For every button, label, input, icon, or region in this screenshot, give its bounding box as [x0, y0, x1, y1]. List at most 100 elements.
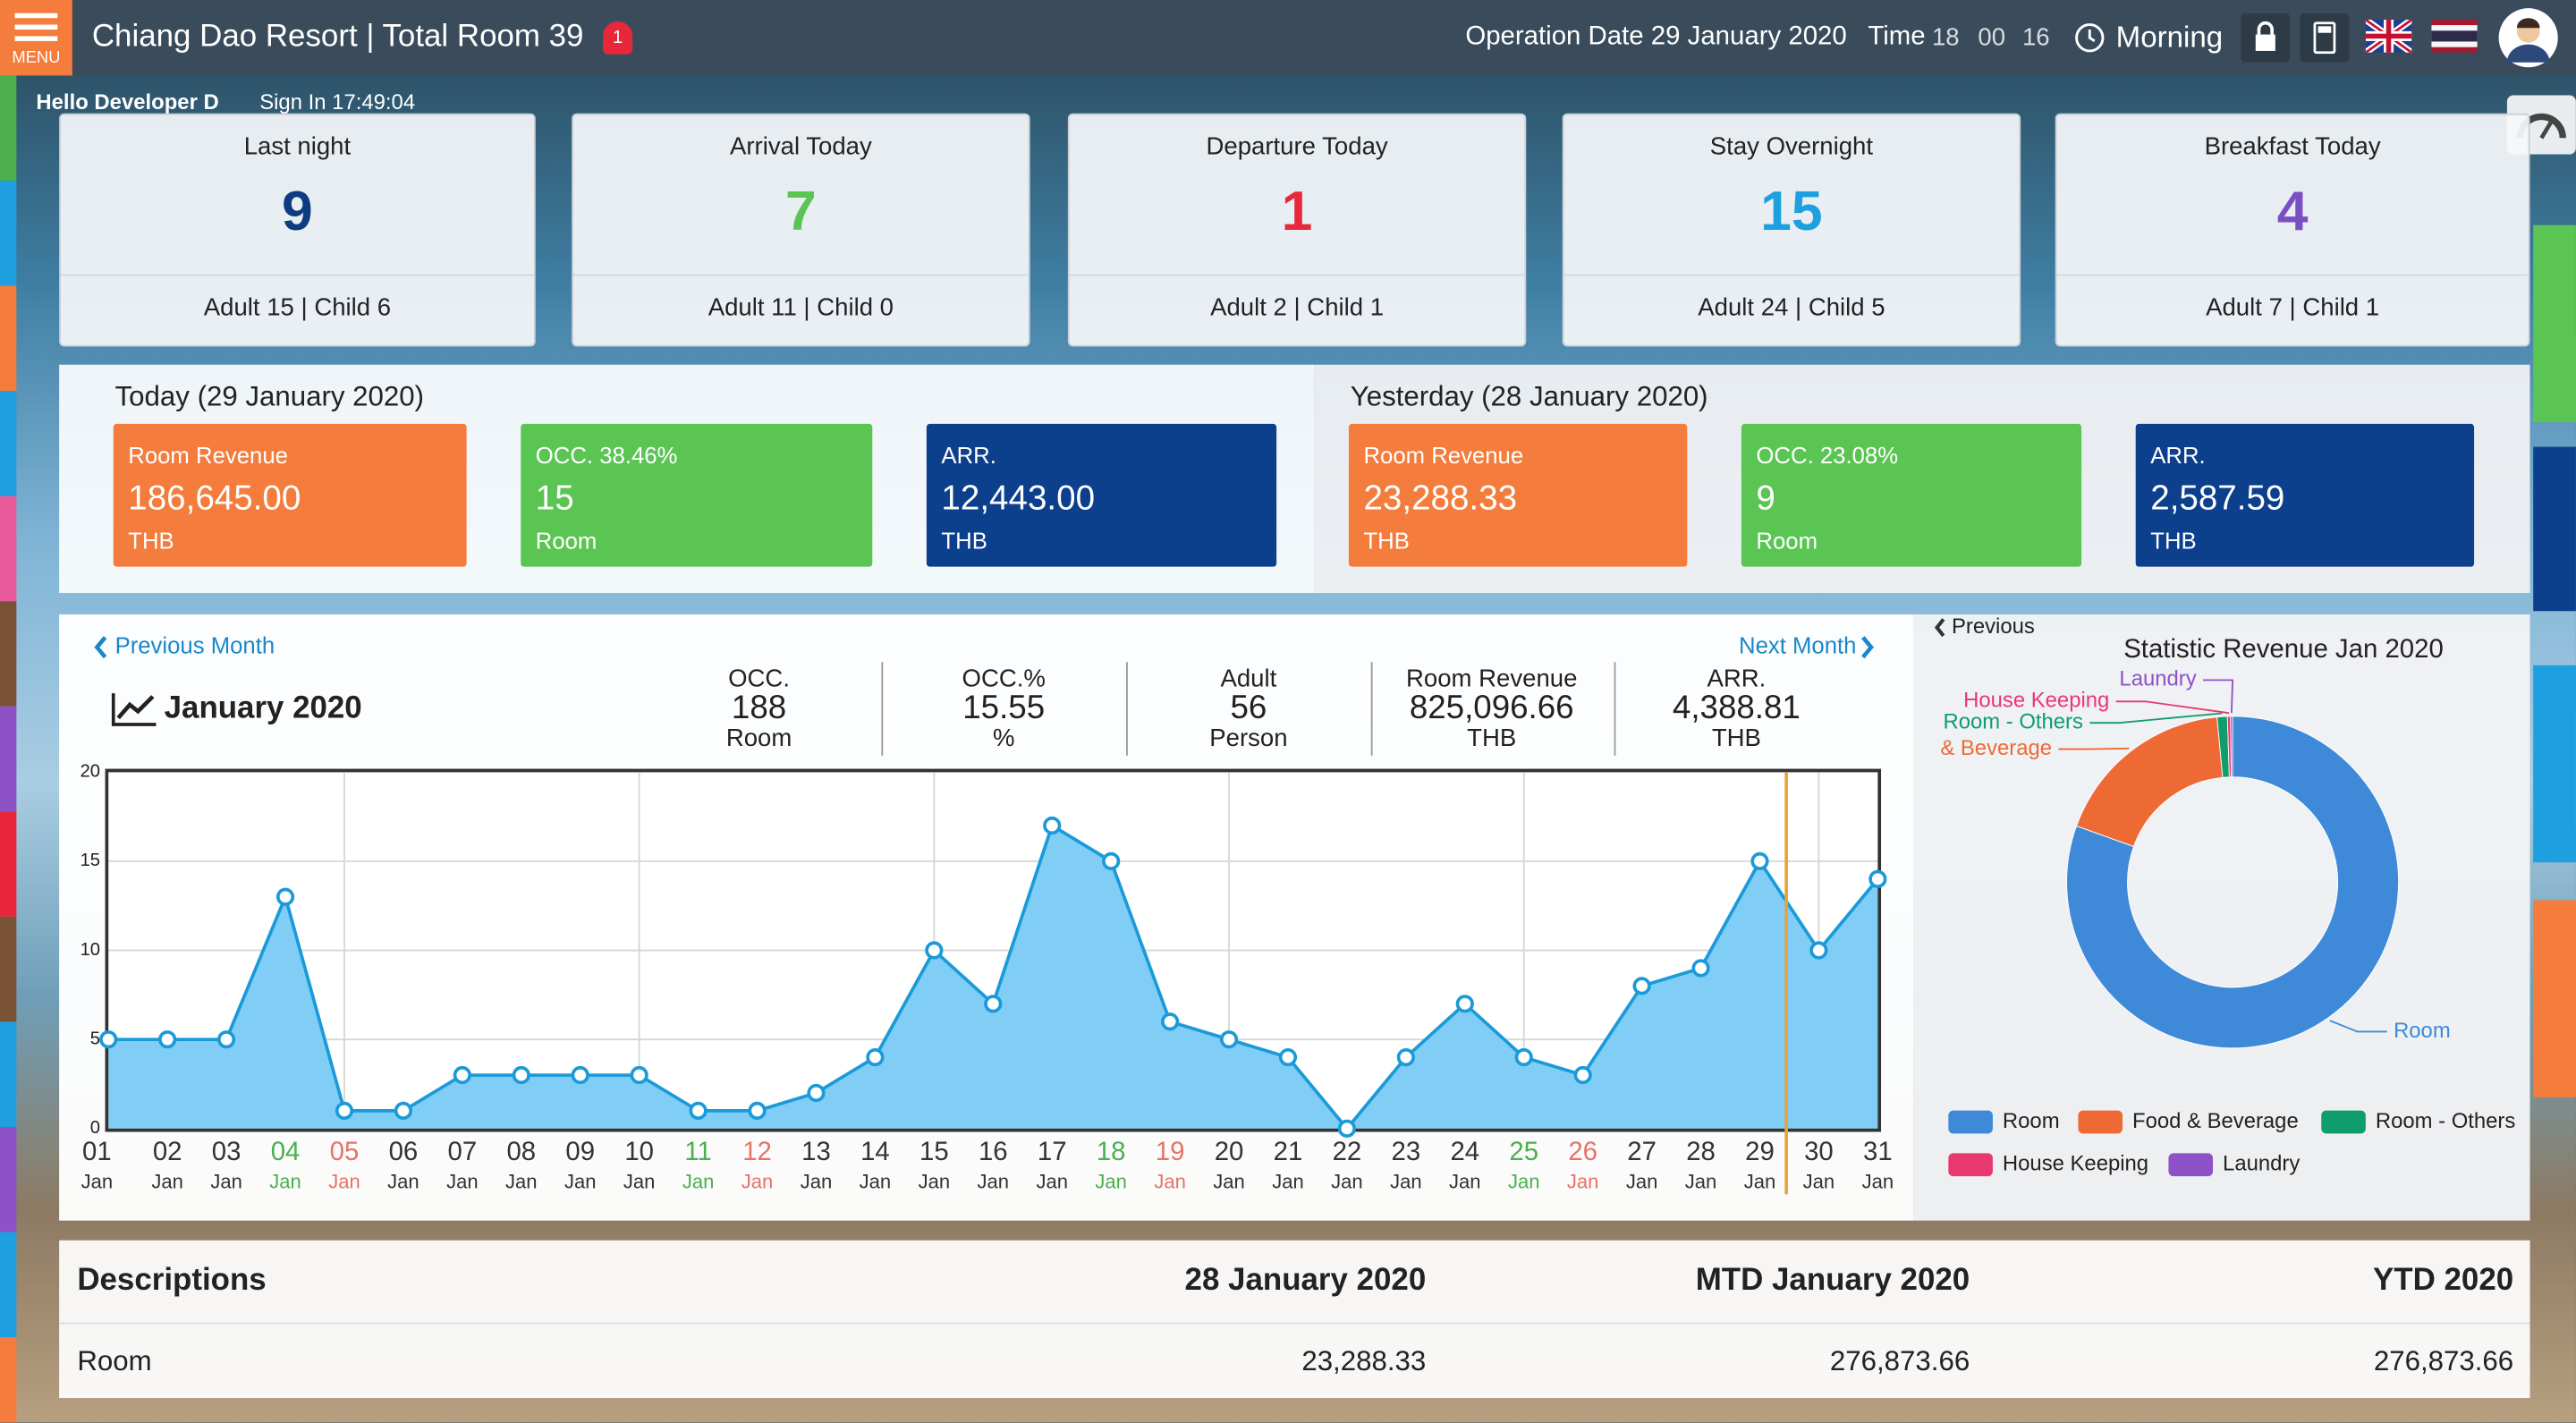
revenue-box: Room Revenue 186,645.00 THB	[113, 423, 467, 567]
box-unit: THB	[128, 527, 174, 554]
strip-segment	[0, 811, 17, 917]
thai-flag[interactable]	[2431, 20, 2478, 53]
lock-button[interactable]	[2241, 13, 2291, 63]
card-detail: Adult 2 | Child 1	[1210, 293, 1385, 322]
side-widget	[2533, 446, 2576, 612]
side-widget	[2533, 665, 2576, 863]
box-unit: THB	[941, 527, 987, 554]
table-header: YTD 2020	[2373, 1263, 2514, 1298]
box-value: 12,443.00	[941, 479, 1096, 518]
card-divider	[60, 274, 534, 276]
greeting: Hello Developer D	[36, 89, 219, 114]
english-flag[interactable]	[2365, 20, 2412, 53]
card-title: Departure Today	[1206, 132, 1388, 161]
table-header: 28 January 2020	[1184, 1263, 1427, 1298]
revenue-table	[59, 1240, 2530, 1399]
user-avatar[interactable]	[2497, 6, 2560, 69]
card-divider	[1563, 274, 2020, 276]
summary-card: Departure Today 1 Adult 2 | Child 1	[1067, 113, 1527, 347]
menu-line	[14, 36, 58, 41]
box-value: 186,645.00	[128, 479, 301, 518]
side-widget	[2533, 900, 2576, 1097]
time-label: Time	[1868, 22, 1926, 51]
strip-segment	[0, 1232, 17, 1338]
box-unit: Room	[1756, 527, 1818, 554]
menu-line	[14, 13, 58, 19]
menu-button[interactable]: MENU	[0, 0, 72, 76]
panel-title: Today (29 January 2020)	[114, 381, 424, 413]
box-unit: Room	[535, 527, 597, 554]
strip-segment	[0, 181, 17, 286]
shift-label: Morning	[2115, 20, 2224, 54]
strip-segment	[0, 285, 17, 392]
card-detail: Adult 15 | Child 6	[203, 293, 392, 322]
table-header: Descriptions	[77, 1263, 267, 1298]
revenue-box: ARR. 2,587.59 THB	[2135, 423, 2475, 567]
strip-segment	[0, 706, 17, 812]
card-divider	[1069, 274, 1525, 276]
card-detail: Adult 11 | Child 0	[708, 293, 894, 322]
revenue-box: Room Revenue 23,288.33 THB	[1348, 423, 1688, 567]
card-value: 1	[1281, 181, 1313, 243]
table-header: MTD January 2020	[1695, 1263, 1970, 1298]
card-divider	[573, 274, 1029, 276]
summary-card: Arrival Today 7 Adult 11 | Child 0	[572, 113, 1030, 347]
table-cell: 276,873.66	[1829, 1345, 1970, 1377]
clock-icon	[2075, 23, 2105, 53]
sign-in-time: Sign In 17:49:04	[259, 89, 416, 114]
time-second: 16	[2021, 23, 2050, 52]
card-title: Breakfast Today	[2204, 132, 2381, 161]
table-cell: Room	[77, 1345, 152, 1377]
card-value: 9	[282, 181, 313, 243]
summary-card: Breakfast Today 4 Adult 7 | Child 1	[2055, 113, 2530, 347]
box-value: 23,288.33	[1363, 479, 1518, 518]
box-label: OCC. 23.08%	[1756, 442, 1899, 469]
pie-panel	[1913, 614, 2530, 1221]
chart-panel	[59, 614, 1914, 1221]
card-divider	[2056, 274, 2529, 276]
box-label: OCC. 38.46%	[535, 442, 678, 469]
box-label: ARR.	[2150, 442, 2206, 469]
box-unit: THB	[1363, 527, 1410, 554]
strip-segment	[0, 496, 17, 602]
box-value: 2,587.59	[2150, 479, 2285, 518]
card-detail: Adult 7 | Child 1	[2206, 293, 2380, 322]
strip-segment	[0, 391, 17, 496]
table-divider	[59, 1322, 2530, 1325]
strip-segment	[0, 601, 17, 707]
card-title: Arrival Today	[730, 132, 872, 161]
side-widget	[2533, 224, 2576, 423]
strip-segment	[0, 1337, 17, 1423]
notification-badge[interactable]: 1	[603, 21, 633, 55]
box-label: ARR.	[941, 442, 996, 469]
card-title: Stay Overnight	[1709, 132, 1874, 161]
strip-segment	[0, 916, 17, 1022]
header-bar: MENU Chiang Dao Resort | Total Room 39 1…	[0, 0, 2576, 76]
box-label: Room Revenue	[128, 442, 288, 469]
hotel-title: Chiang Dao Resort | Total Room 39	[91, 20, 584, 55]
box-value: 9	[1756, 479, 1775, 518]
strip-segment	[0, 1126, 17, 1232]
revenue-box: OCC. 23.08% 9 Room	[1741, 423, 2082, 567]
calculator-button[interactable]	[2300, 13, 2350, 63]
card-value: 15	[1760, 181, 1823, 243]
card-detail: Adult 24 | Child 5	[1698, 293, 1885, 322]
menu-label: MENU	[12, 49, 61, 68]
card-value: 4	[2276, 181, 2309, 243]
time-hour: 18	[1931, 23, 1960, 52]
strip-segment	[0, 1021, 17, 1127]
panel-title: Yesterday (28 January 2020)	[1350, 381, 1708, 413]
table-cell: 23,288.33	[1301, 1345, 1427, 1377]
box-value: 15	[535, 479, 574, 518]
operation-date: Operation Date 29 January 2020	[1465, 22, 1847, 51]
revenue-box: OCC. 38.46% 15 Room	[521, 423, 873, 567]
card-title: Last night	[243, 132, 352, 161]
revenue-box: ARR. 12,443.00 THB	[926, 423, 1277, 567]
strip-segment	[0, 75, 17, 182]
summary-card: Last night 9 Adult 15 | Child 6	[59, 113, 536, 347]
menu-line	[14, 24, 58, 30]
table-cell: 276,873.66	[2373, 1345, 2514, 1377]
